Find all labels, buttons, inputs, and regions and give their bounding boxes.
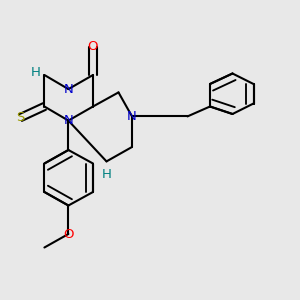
Text: N: N bbox=[64, 82, 73, 96]
Text: H: H bbox=[31, 66, 41, 79]
Text: O: O bbox=[63, 227, 74, 241]
Text: N: N bbox=[127, 110, 137, 123]
Text: O: O bbox=[88, 40, 98, 53]
Text: H: H bbox=[102, 167, 111, 181]
Text: S: S bbox=[16, 111, 25, 124]
Text: N: N bbox=[64, 114, 73, 127]
